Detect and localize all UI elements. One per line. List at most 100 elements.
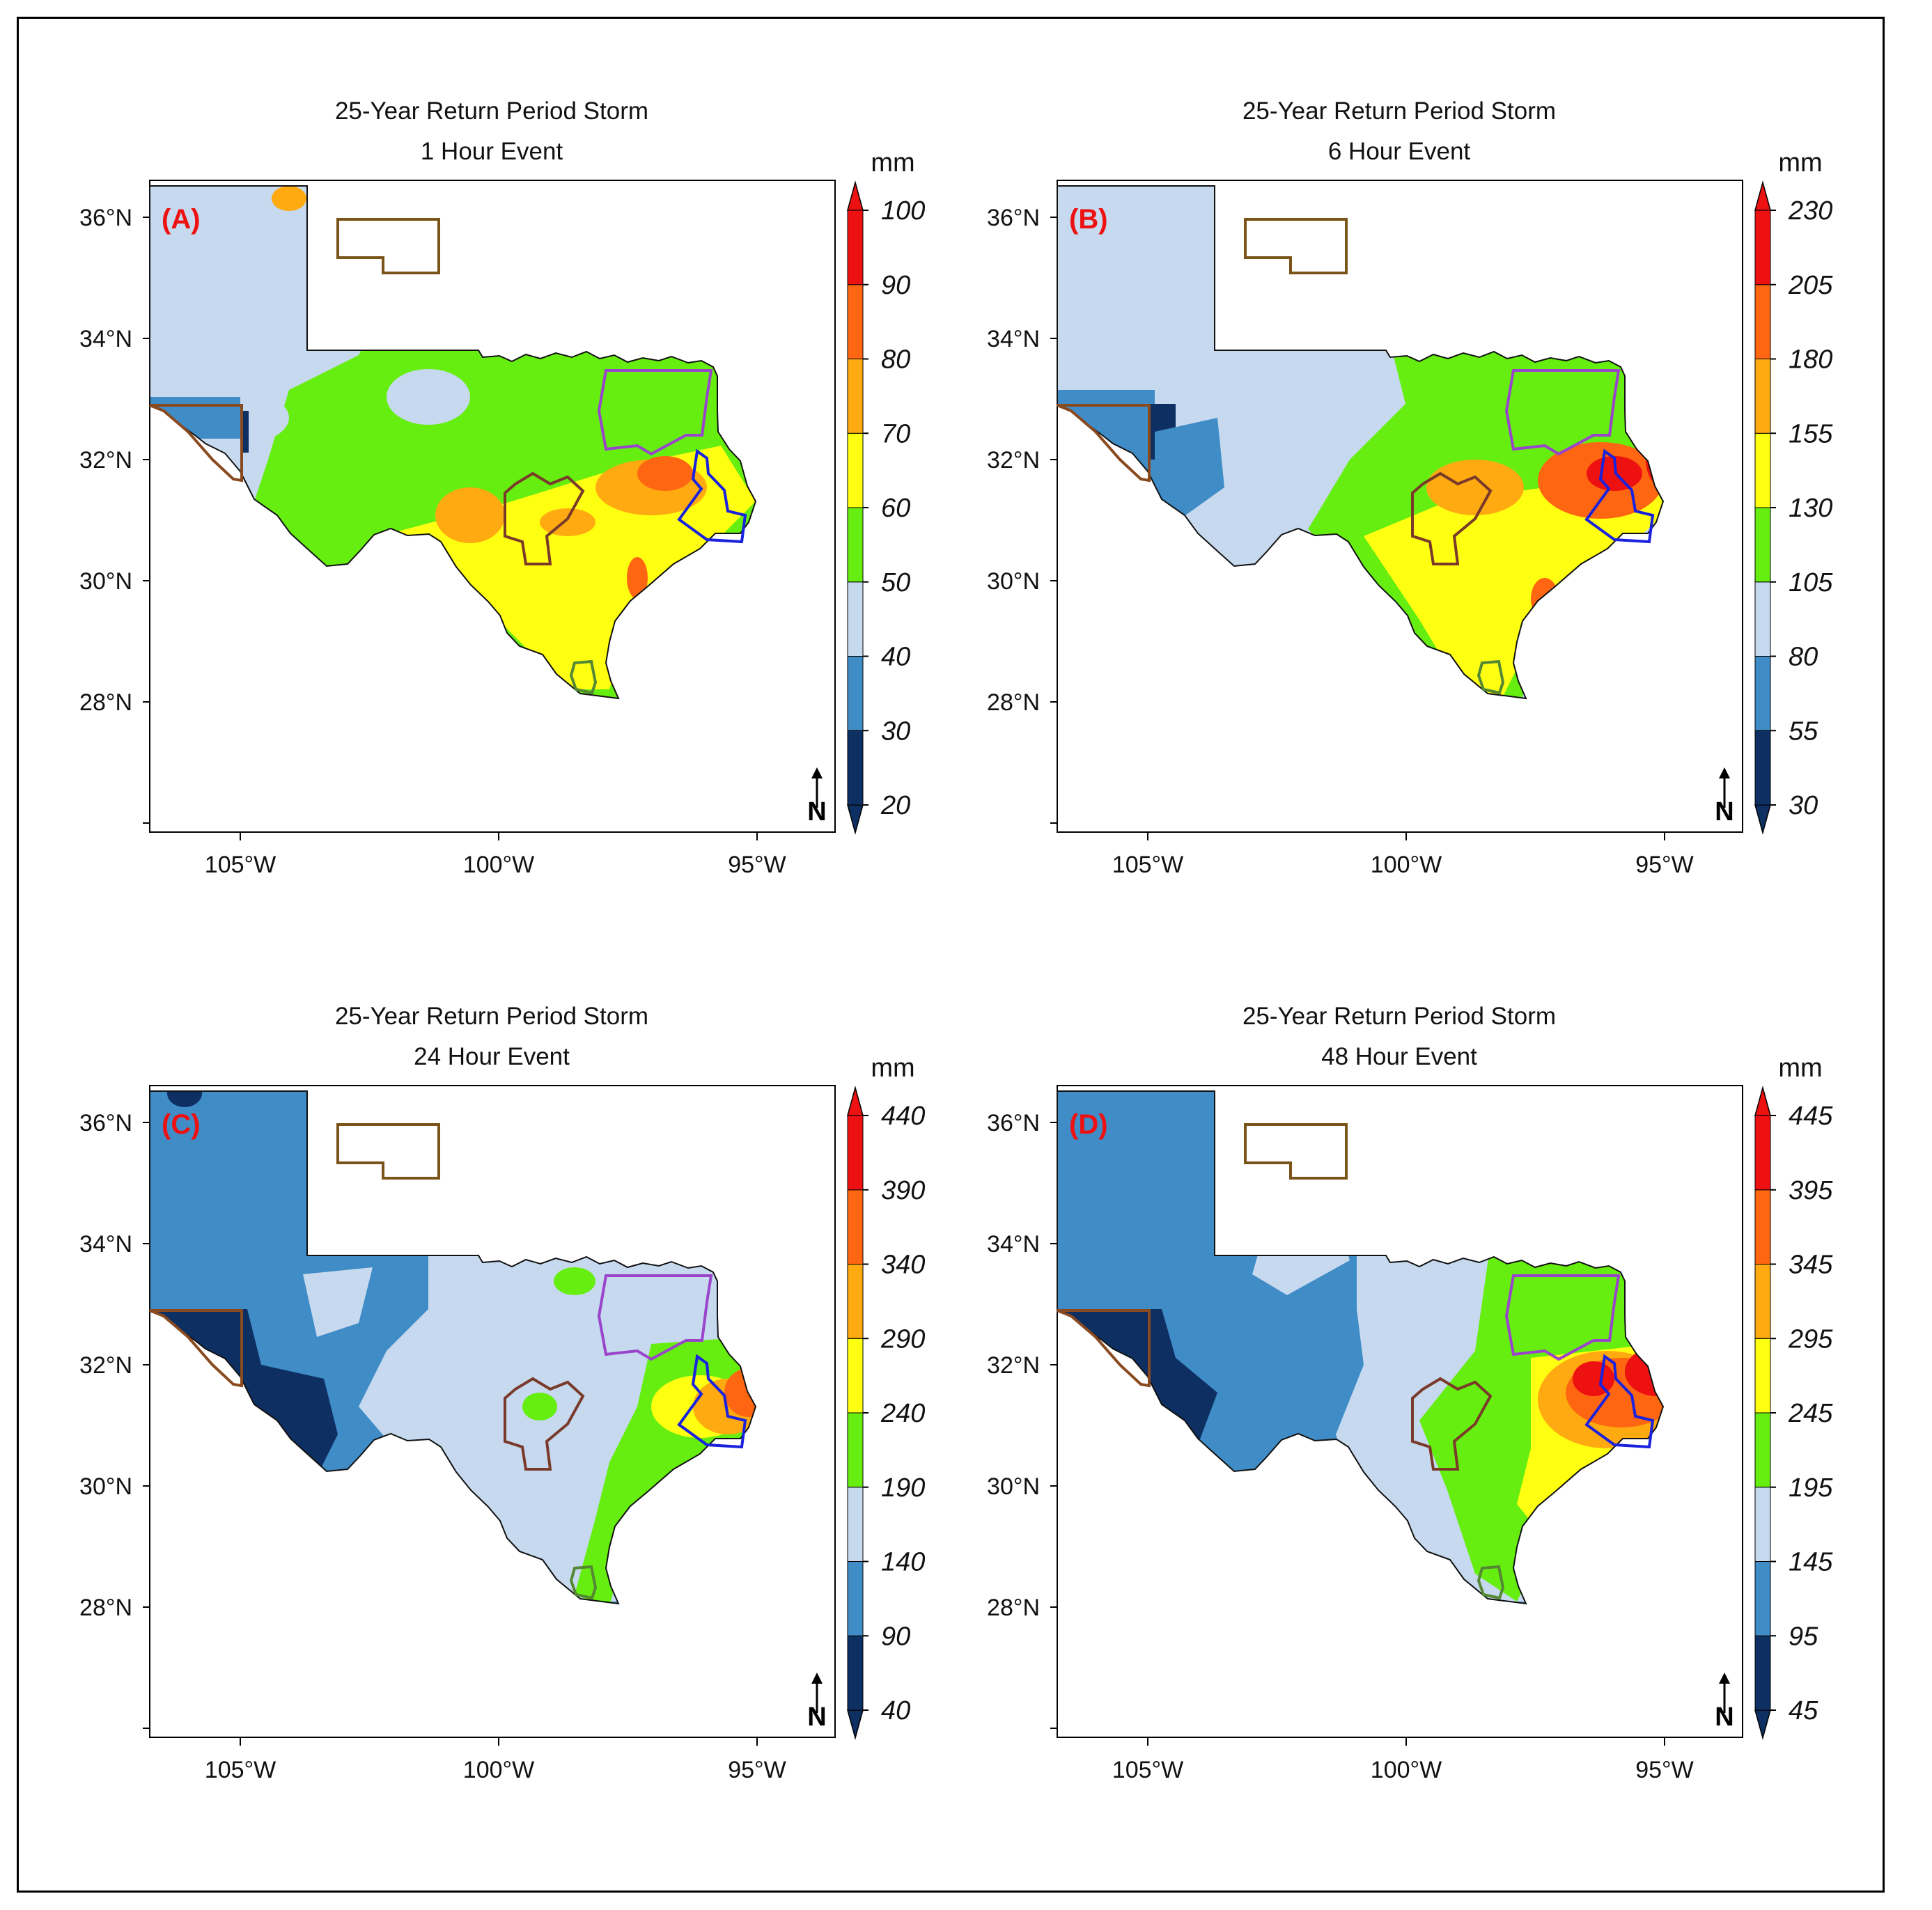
- x-tick: 100°W: [463, 852, 534, 878]
- colorbar-min-arrow: [1754, 1709, 1771, 1740]
- panel-d-colorbar: 45 95 145 195 245 295 345 395 445: [1754, 1086, 1833, 1740]
- colorbar-swatch: [1754, 1264, 1771, 1339]
- x-tick: 95°W: [728, 852, 786, 878]
- panel-b: 25-Year Return Period Storm 6 Hour Event: [987, 97, 1833, 878]
- houston-region-outline: [677, 448, 747, 544]
- y-tick: 32°N: [987, 1352, 1040, 1379]
- colorbar-tick-label: 50: [881, 568, 910, 597]
- colorbar-tick-label: 140: [881, 1548, 925, 1577]
- colorbar-tick-label: 40: [881, 1696, 910, 1725]
- panel-d-unit: mm: [1778, 1054, 1822, 1083]
- colorbar-swatch: [847, 359, 864, 434]
- colorbar-tick-label: 95: [1789, 1622, 1818, 1651]
- colorbar-swatch: [1754, 284, 1771, 359]
- north-arrow-label: N: [1715, 1702, 1734, 1732]
- y-tick: 30°N: [79, 1473, 132, 1500]
- colorbar-swatch: [1754, 1115, 1771, 1191]
- colorbar-min-arrow: [847, 804, 864, 835]
- y-tick: 32°N: [79, 1352, 132, 1379]
- panel-d: 25-Year Return Period Storm 48 Hour Even…: [987, 1003, 1833, 1783]
- colorbar-swatch: [1754, 1635, 1771, 1711]
- colorbar-swatch: [847, 1561, 864, 1636]
- y-tick: 28°N: [987, 1595, 1040, 1621]
- panhandle-region-outline: [1244, 1123, 1348, 1180]
- panel-b-title: 25-Year Return Period Storm: [1242, 97, 1556, 125]
- y-tick: 36°N: [79, 1110, 132, 1136]
- colorbar-min-arrow: [1754, 804, 1771, 835]
- x-tick: 100°W: [1371, 852, 1442, 878]
- colorbar-max-arrow: [847, 180, 864, 211]
- colorbar-tick-label: 390: [881, 1176, 925, 1205]
- colorbar-swatch: [847, 1635, 864, 1711]
- rio-grande-region-outline: [569, 659, 598, 695]
- y-tick: 32°N: [987, 447, 1040, 473]
- el-paso-region-outline: [149, 404, 243, 483]
- x-tick: 100°W: [1371, 1757, 1442, 1783]
- colorbar-swatch: [847, 656, 864, 731]
- colorbar-tick-label: 395: [1789, 1176, 1833, 1205]
- panel-a-title: 25-Year Return Period Storm: [335, 97, 648, 125]
- houston-region-outline: [1584, 1354, 1655, 1449]
- panel-b-label: (B): [1069, 204, 1108, 235]
- austin-region-outline: [504, 1377, 585, 1471]
- panel-b-unit: mm: [1778, 148, 1822, 178]
- colorbar-swatch: [1754, 1412, 1771, 1488]
- colorbar-swatch: [847, 1487, 864, 1562]
- austin-region-outline: [1411, 471, 1493, 565]
- y-tick: 34°N: [79, 1231, 132, 1258]
- panel-a-colorbar: 20 30 40 50 60 70 80 90 100: [847, 180, 925, 835]
- el-paso-region-outline: [149, 1309, 243, 1388]
- colorbar-tick-label: 80: [1789, 643, 1818, 672]
- colorbar-swatch: [1754, 359, 1771, 434]
- austin-region-outline: [1411, 1377, 1493, 1471]
- colorbar-swatch: [847, 210, 864, 285]
- colorbar-swatch: [847, 1264, 864, 1339]
- y-tick: 30°N: [987, 1473, 1040, 1500]
- panel-a-subtitle: 1 Hour Event: [421, 138, 563, 165]
- colorbar-swatch: [1754, 210, 1771, 285]
- panhandle-region-outline: [1244, 218, 1348, 274]
- y-tick: 34°N: [987, 326, 1040, 352]
- panel-c-unit: mm: [871, 1054, 914, 1083]
- panel-c: 25-Year Return Period Storm 24 Hour Even…: [79, 1003, 925, 1783]
- y-tick: 36°N: [79, 205, 132, 231]
- colorbar-swatch: [847, 1338, 864, 1414]
- el-paso-region-outline: [1057, 404, 1151, 483]
- colorbar-tick-label: 90: [881, 1622, 910, 1651]
- colorbar-swatch: [1754, 656, 1771, 731]
- y-tick: 36°N: [987, 205, 1040, 231]
- north-arrow-label: N: [1715, 797, 1734, 827]
- panel-a-unit: mm: [871, 148, 914, 178]
- dallas-region-outline: [597, 1274, 713, 1361]
- colorbar-tick-label: 205: [1788, 271, 1833, 300]
- y-tick: 30°N: [987, 568, 1040, 595]
- colorbar-max-arrow: [847, 1086, 864, 1116]
- north-arrow-icon: N: [1715, 1673, 1734, 1732]
- colorbar-swatch: [847, 1115, 864, 1191]
- colorbar-tick-label: 105: [1789, 568, 1833, 597]
- colorbar-swatch: [1754, 1561, 1771, 1636]
- x-tick: 105°W: [1112, 1757, 1183, 1783]
- figure-frame: [17, 17, 1885, 1893]
- colorbar-tick-label: 45: [1789, 1696, 1818, 1725]
- colorbar-max-arrow: [1754, 1086, 1771, 1116]
- panel-b-colorbar: 30 55 80 105 130 155 180 205 230: [1754, 180, 1833, 835]
- colorbar-max-arrow: [1754, 180, 1771, 211]
- colorbar-tick-label: 180: [1789, 345, 1832, 375]
- y-tick: 28°N: [79, 689, 132, 716]
- colorbar-swatch: [1754, 730, 1771, 806]
- colorbar-tick-label: 40: [881, 643, 910, 672]
- austin-region-outline: [504, 471, 585, 565]
- panhandle-region-outline: [336, 1123, 440, 1180]
- y-tick: 30°N: [79, 568, 132, 595]
- x-tick: 95°W: [1635, 1757, 1694, 1783]
- x-tick: 95°W: [1635, 852, 1694, 878]
- houston-region-outline: [677, 1354, 747, 1449]
- dallas-region-outline: [597, 369, 713, 456]
- colorbar-swatch: [847, 507, 864, 583]
- x-tick: 105°W: [205, 1757, 276, 1783]
- north-arrow-icon: N: [807, 1673, 827, 1732]
- colorbar-tick-label: 190: [881, 1473, 925, 1503]
- houston-region-outline: [1584, 448, 1655, 544]
- y-tick: 32°N: [79, 447, 132, 473]
